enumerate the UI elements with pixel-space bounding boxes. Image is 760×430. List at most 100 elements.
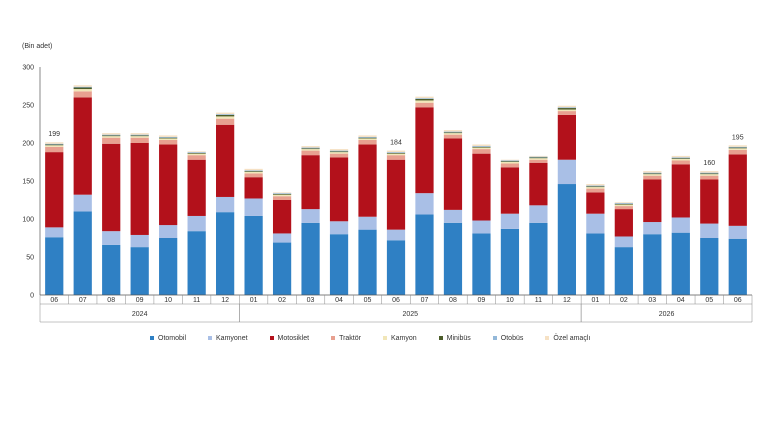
bar-segment-minib-s [130,135,149,137]
x-tick-label: 04 [677,297,685,304]
bar-segment-otob-s [244,170,263,172]
bar-segment-kamyon [159,138,178,140]
bar-segment-otob-s [358,136,377,138]
bar-segment-trakt-r [529,159,548,163]
bar-segment-kamyon [700,174,719,176]
bar-segment--zel-ama-l- [614,202,633,204]
bar-segment-motosiklet [415,107,434,194]
year-label: 2024 [132,311,148,318]
x-tick-label: 01 [591,297,599,304]
bar-segment-trakt-r [187,155,206,160]
bar-segment-kamyon [614,204,633,207]
legend-label: Kamyon [390,334,417,342]
bar-segment-motosiklet [73,97,92,195]
x-tick-label: 02 [278,297,286,304]
bar-segment-minib-s [159,137,178,139]
x-tick-label: 05 [364,297,372,304]
bar-segment-minib-s [272,193,292,195]
bar-segment--zel-ama-l- [728,145,747,147]
y-tick-label: 0 [30,293,34,300]
x-tick-label: 04 [335,297,343,304]
bar-segment--zel-ama-l- [244,168,263,171]
bar-segment-kamyonet [614,236,633,248]
bar-segment-trakt-r [671,160,690,165]
bar-segment-minib-s [529,157,548,159]
bar-segment-otob-s [329,150,349,152]
bar-segment-minib-s [443,132,463,134]
bar-segment--zel-ama-l- [643,171,662,173]
bar-segment-motosiklet [272,200,292,234]
bar-segment--zel-ama-l- [557,105,576,108]
bar-segment-otomobil [386,240,406,295]
total-annotation: 199 [48,131,60,138]
bar-segment--zel-ama-l- [329,149,349,151]
bar-segment--zel-ama-l- [472,144,491,147]
legend-label: Otobüs [500,334,524,342]
bar-segment-otob-s [301,147,320,149]
bar-segment-kamyon [386,153,406,156]
bar-segment-otomobil [272,242,292,295]
bar-segment-trakt-r [301,150,320,156]
legend-swatch [269,336,274,340]
legend-item: Otobüs [492,332,524,344]
bar-segment-minib-s [329,151,349,153]
bar-segment-kamyon [557,109,576,112]
bar-segment-trakt-r [586,188,605,193]
year-label: 2025 [402,311,418,318]
bar-segment-otomobil [130,247,149,295]
bar-segment-kamyonet [557,159,576,185]
bar-segment-otob-s [728,146,747,148]
bar-segment--zel-ama-l- [216,112,235,115]
legend-swatch [545,336,550,340]
bar-segment-otomobil [529,222,548,295]
bar-segment-otomobil [586,233,605,295]
bar-segment-kamyon [301,149,320,151]
x-tick-label: 06 [392,297,400,304]
bar-segment-otob-s [614,203,633,204]
bar-segment-kamyonet [244,198,263,216]
bar-segment-otob-s [159,136,178,138]
bar-segment-kamyonet [500,213,520,229]
bar-segment-kamyon [244,171,263,174]
bar-segment-trakt-r [329,153,349,158]
bar-segment-kamyon [102,136,121,138]
bar-segment-trakt-r [415,102,434,108]
bar-segment-minib-s [301,148,320,150]
bar-segment-motosiklet [671,164,690,218]
bar-segment-otob-s [557,107,576,109]
x-tick-label: 12 [563,297,571,304]
bar-segment-otob-s [443,131,463,133]
bar-segment-otomobil [614,247,633,295]
bar-segment-trakt-r [443,134,463,139]
bar-segment-minib-s [102,135,121,137]
bar-segment--zel-ama-l- [102,133,121,135]
bar-segment-otomobil [700,238,719,295]
bar-segment-kamyon [443,133,463,135]
bar-segment-motosiklet [159,144,178,226]
bar-segment-motosiklet [643,179,662,223]
bar-segment-kamyonet [301,209,320,223]
bar-segment-trakt-r [472,149,491,154]
bar-segment-otomobil [643,234,662,295]
bar-segment-kamyon [272,194,292,197]
x-tick-label: 03 [307,297,315,304]
bar-segment-kamyonet [272,233,292,243]
bar-segment-motosiklet [244,177,263,199]
bar-segment--zel-ama-l- [45,142,64,144]
bar-segment-trakt-r [159,139,178,145]
bar-segment-minib-s [614,203,633,205]
bar-segment-kamyon [529,158,548,160]
bar-segment-kamyonet [472,220,491,234]
bar-segment-kamyon [643,174,662,176]
bar-segment--zel-ama-l- [272,192,292,194]
bar-segment-kamyonet [130,234,149,248]
bar-segment--zel-ama-l- [386,150,406,153]
bar-segment-motosiklet [358,144,377,217]
x-tick-label: 12 [221,297,229,304]
bar-segment-minib-s [45,144,64,146]
x-tick-label: 02 [620,297,628,304]
bar-segment--zel-ama-l- [415,96,434,99]
bar-segment-kamyonet [586,213,605,234]
